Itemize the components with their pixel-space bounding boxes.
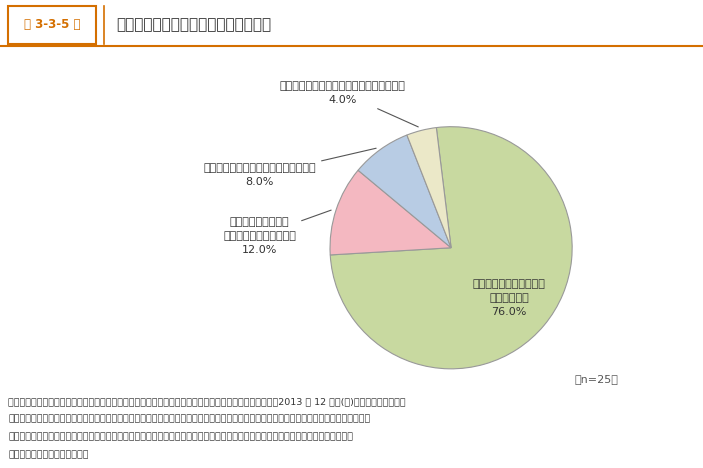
Text: 相談したことを周囲に知られたくなかった
4.0%: 相談したことを周囲に知られたくなかった 4.0% [279, 81, 418, 127]
Text: 相談しなくても何とかできると思った
8.0%: 相談しなくても何とかできると思った 8.0% [203, 148, 376, 187]
Wedge shape [407, 128, 451, 248]
Text: 第 3-3-5 図: 第 3-3-5 図 [24, 18, 80, 31]
Bar [8, 6, 96, 44]
Wedge shape [330, 127, 572, 369]
Text: 相談しても解決するとは
思えなかった
76.0%: 相談しても解決するとは 思えなかった 76.0% [472, 279, 546, 317]
Wedge shape [330, 170, 451, 255]
Text: 事業承継に関して相談しなかった理由: 事業承継に関して相談しなかった理由 [116, 17, 271, 32]
Text: 資料：中小企業庁委託「中小企業者・小規模企業者の経営実態及び事業承継に関するアンケート調査」（2013 年 12 月、(株)帝国データバンク）: 資料：中小企業庁委託「中小企業者・小規模企業者の経営実態及び事業承継に関するアン… [8, 397, 406, 406]
Text: （n=25）: （n=25） [575, 374, 619, 384]
Wedge shape [358, 135, 451, 248]
Text: た者について集計している。: た者について集計している。 [8, 450, 89, 459]
Text: た理由について１位から３位まで回答してもらい、「事業承継に関して誰にも相談しなかった」を１位から３位のいずれかで回答し: た理由について１位から３位まで回答してもらい、「事業承継に関して誰にも相談しなか… [8, 432, 354, 441]
Text: （注）「自分の代で廃業することもやむを得ない」と回答した者のうち、事業承継を検討した経験のある者に、事業承継が円滑に進まなかっ: （注）「自分の代で廃業することもやむを得ない」と回答した者のうち、事業承継を検討… [8, 415, 370, 424]
Text: 承継のことは誰にも
相談しないと決めていた
12.0%: 承継のことは誰にも 相談しないと決めていた 12.0% [224, 210, 331, 255]
